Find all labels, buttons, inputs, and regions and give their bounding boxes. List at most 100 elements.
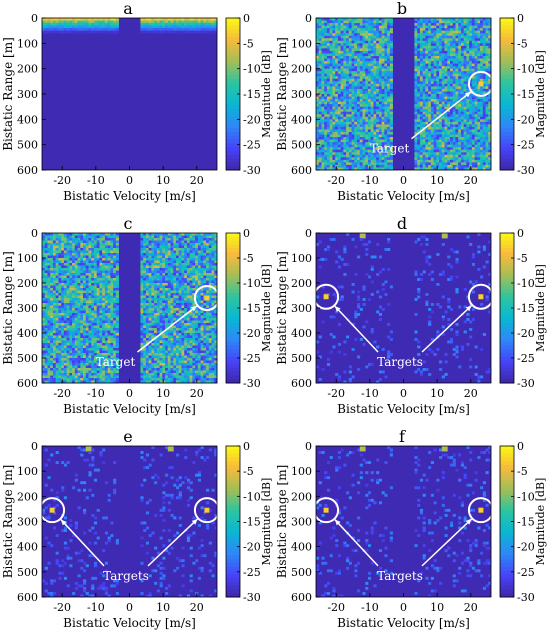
heatmap-cell [367,71,372,75]
heatmap-cell [447,147,451,151]
heatmap-cell [316,137,320,140]
x-tick-label: -10 [361,174,379,187]
heatmap-cell [83,260,87,264]
heatmap-cell [159,255,163,259]
heatmap-cell [460,40,465,44]
colorbar-segment [500,33,514,38]
heatmap-cell [433,81,437,85]
heatmap-cell [42,265,46,269]
heatmap-cell [348,149,352,153]
heatmap-cell [471,78,475,82]
heatmap-cell [455,48,459,52]
heatmap-cell [480,38,484,42]
heatmap-cell [362,96,366,100]
heatmap-cell [381,35,385,39]
heatmap-cell [181,268,185,271]
heatmap-cell [63,233,68,236]
heatmap-cell [156,243,160,246]
heatmap-cell [337,53,342,57]
heatmap-cell [113,280,117,284]
heatmap-cell [148,263,152,266]
heatmap-cell [316,109,320,113]
heatmap-cell [104,270,109,274]
heatmap-cell [482,101,486,105]
heatmap-cell [211,273,215,276]
heatmap-cell [332,109,336,113]
heatmap-cell [359,81,363,85]
heatmap-cell [458,157,462,161]
heatmap-cell [151,243,155,246]
heatmap-cell [365,73,369,77]
heatmap-cell [113,235,117,239]
heatmap-cell [173,255,177,259]
heatmap-cell [387,126,391,130]
heatmap-cell [370,56,374,59]
heatmap-cell [329,48,333,52]
heatmap-cell [99,275,103,279]
heatmap-cell [452,33,456,37]
heatmap-cell [321,20,325,24]
heatmap-cell [208,273,212,276]
heatmap-cell [367,132,372,135]
heatmap-cell [389,121,393,125]
heatmap-cell [466,71,470,75]
heatmap-cell [477,33,481,37]
heatmap-cell [96,258,100,261]
heatmap-cell [165,260,169,264]
heatmap-cell [485,147,489,151]
heatmap-cell [428,137,432,140]
heatmap-cell [74,233,78,236]
heatmap-cell [419,147,424,151]
heatmap-cell [102,233,106,236]
heatmap-cell [444,126,448,130]
heatmap-cell [384,96,388,100]
heatmap-cell [466,111,470,115]
heatmap-cell [381,101,385,105]
heatmap-cell [376,30,380,34]
heatmap-cell [449,63,454,67]
heatmap-cell [471,43,475,47]
heatmap-cell [471,157,475,161]
heatmap-cell [321,91,325,95]
heatmap-cell [115,258,119,261]
heatmap-cell [337,157,342,161]
heatmap-cell [170,238,174,241]
heatmap-cell [324,119,328,123]
heatmap-cell [354,129,358,133]
heatmap-cell [381,83,385,87]
colorbar-segment [500,25,514,30]
heatmap-cell [148,30,152,34]
heatmap-cell [77,268,81,271]
heatmap-cell [367,45,372,49]
heatmap-cell [488,109,492,113]
heatmap-cell [357,94,361,97]
heatmap-cell [466,61,470,64]
heatmap-cell [200,25,204,29]
heatmap-cell [170,268,174,271]
heatmap-cell [419,61,424,64]
heatmap-cell [77,25,81,29]
heatmap-cell [186,270,191,274]
heatmap-cell [346,20,350,24]
heatmap-cell [482,33,486,37]
heatmap-cell [477,40,481,44]
heatmap-cell [436,53,440,57]
heatmap-cell [381,159,385,163]
heatmap-cell [458,78,462,82]
heatmap-cell [367,152,372,156]
heatmap-cell [326,111,331,115]
heatmap-cell [482,109,486,113]
heatmap-cell [186,258,191,261]
heatmap-cell [480,35,484,39]
heatmap-cell [337,94,342,97]
heatmap-cell [376,111,380,115]
colorbar-tick-label: -5 [243,37,254,50]
heatmap-cell [340,68,344,72]
heatmap-cell [354,28,358,32]
heatmap-cell [44,18,48,21]
heatmap-cell [324,28,328,32]
heatmap-cell [337,111,342,115]
heatmap-cell [381,144,385,148]
heatmap-cell [192,20,196,24]
heatmap-cell [463,121,467,125]
